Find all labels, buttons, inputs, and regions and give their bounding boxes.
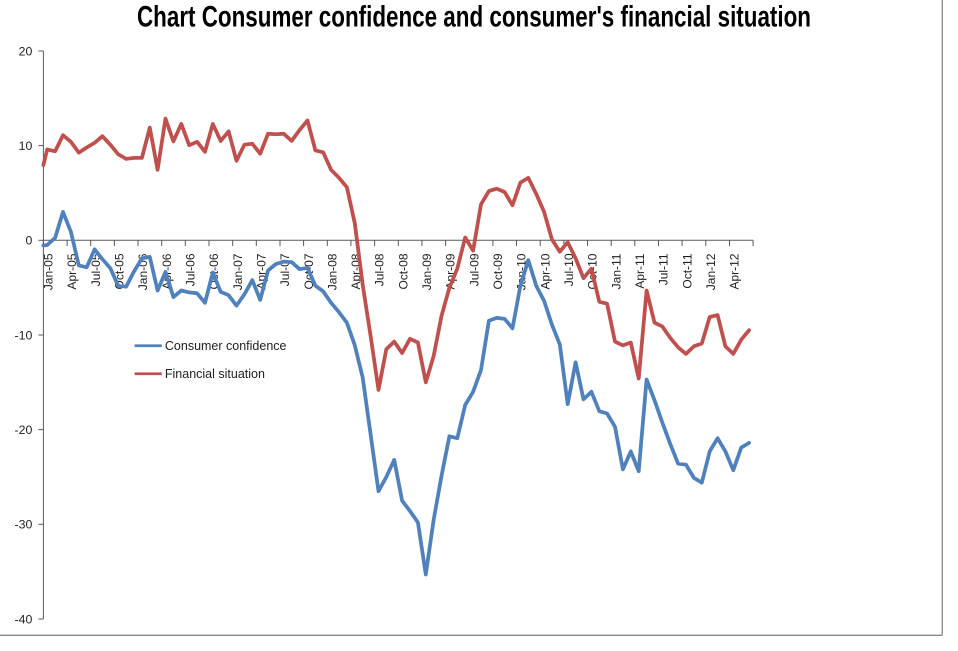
svg-text:Apr-11: Apr-11 (633, 253, 647, 288)
svg-text:Jul-05: Jul-05 (89, 253, 103, 286)
svg-text:Jul-10: Jul-10 (562, 253, 576, 286)
svg-text:-10: -10 (15, 328, 33, 342)
svg-text:Jan-11: Jan-11 (609, 253, 623, 289)
svg-text:Jul-08: Jul-08 (373, 253, 387, 286)
svg-text:Apr-05: Apr-05 (65, 253, 79, 289)
svg-text:20: 20 (19, 44, 33, 58)
svg-text:Jan-12: Jan-12 (704, 253, 718, 290)
svg-text:Jan-05: Jan-05 (42, 253, 56, 290)
svg-text:Oct-09: Oct-09 (491, 253, 505, 289)
svg-text:Apr-10: Apr-10 (538, 253, 552, 289)
svg-text:Jul-09: Jul-09 (467, 253, 481, 286)
svg-text:Jan-07: Jan-07 (231, 253, 245, 290)
svg-text:Jul-07: Jul-07 (278, 253, 292, 286)
svg-text:Oct-08: Oct-08 (396, 253, 410, 289)
svg-text:Chart Consumer confidence and: Chart Consumer confidence and consumer's… (137, 1, 811, 34)
svg-text:Financial situation: Financial situation (165, 367, 265, 381)
svg-text:0: 0 (25, 234, 32, 248)
svg-text:Consumer confidence: Consumer confidence (165, 339, 287, 353)
svg-text:Jan-10: Jan-10 (515, 253, 529, 290)
svg-text:Apr-12: Apr-12 (728, 253, 742, 289)
svg-text:Jan-09: Jan-09 (420, 253, 434, 290)
svg-text:Jul-06: Jul-06 (184, 253, 198, 286)
svg-text:-30: -30 (15, 518, 33, 532)
svg-text:Oct-11: Oct-11 (680, 253, 694, 288)
svg-text:-20: -20 (15, 423, 33, 437)
svg-text:Jan-08: Jan-08 (325, 253, 339, 290)
svg-text:Jul-11: Jul-11 (657, 253, 671, 285)
svg-text:-40: -40 (15, 612, 33, 626)
svg-text:10: 10 (19, 139, 33, 153)
